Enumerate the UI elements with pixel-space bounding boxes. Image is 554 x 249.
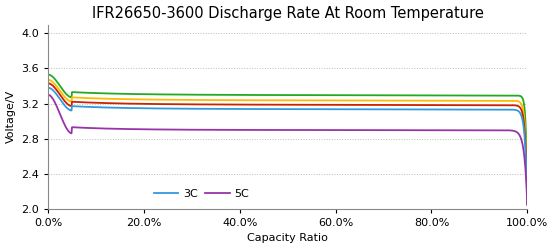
0.5C xyxy=(94,92,100,95)
1C xyxy=(524,203,531,206)
2C xyxy=(256,103,263,106)
Line: 5C: 5C xyxy=(48,95,527,204)
0.5C xyxy=(45,73,52,76)
Line: 3C: 3C xyxy=(48,88,527,204)
3C xyxy=(374,108,381,111)
1C xyxy=(94,97,100,100)
2C xyxy=(418,104,425,107)
1C xyxy=(256,99,263,102)
Line: 1C: 1C xyxy=(48,80,527,204)
5C xyxy=(239,128,245,131)
0.5C xyxy=(524,203,531,206)
1C xyxy=(45,78,52,81)
2C xyxy=(239,103,245,106)
1C xyxy=(374,99,381,102)
2C xyxy=(427,104,434,107)
3C xyxy=(45,86,52,89)
2C xyxy=(94,101,100,104)
3C xyxy=(427,108,434,111)
0.5C xyxy=(374,94,381,97)
2C xyxy=(45,82,52,85)
2C xyxy=(524,203,531,206)
5C xyxy=(256,128,263,131)
0.5C xyxy=(256,94,263,97)
Legend: 3C, 5C: 3C, 5C xyxy=(150,185,253,203)
5C xyxy=(45,93,52,96)
Title: IFR26650-3600 Discharge Rate At Room Temperature: IFR26650-3600 Discharge Rate At Room Tem… xyxy=(92,5,484,21)
5C xyxy=(524,203,531,206)
3C xyxy=(94,106,100,109)
Line: 2C: 2C xyxy=(48,83,527,204)
0.5C xyxy=(239,93,245,96)
5C xyxy=(94,127,100,130)
1C xyxy=(239,99,245,102)
5C xyxy=(427,129,434,132)
3C xyxy=(418,108,425,111)
0.5C xyxy=(427,94,434,97)
2C xyxy=(374,103,381,106)
1C xyxy=(418,99,425,102)
X-axis label: Capacity Ratio: Capacity Ratio xyxy=(247,234,328,244)
5C xyxy=(374,129,381,132)
3C xyxy=(524,203,531,206)
5C xyxy=(418,129,425,132)
Y-axis label: Voltage/V: Voltage/V xyxy=(6,90,16,143)
0.5C xyxy=(418,94,425,97)
1C xyxy=(427,99,434,102)
Line: 0.5C: 0.5C xyxy=(48,74,527,204)
3C xyxy=(256,108,263,111)
3C xyxy=(239,108,245,111)
